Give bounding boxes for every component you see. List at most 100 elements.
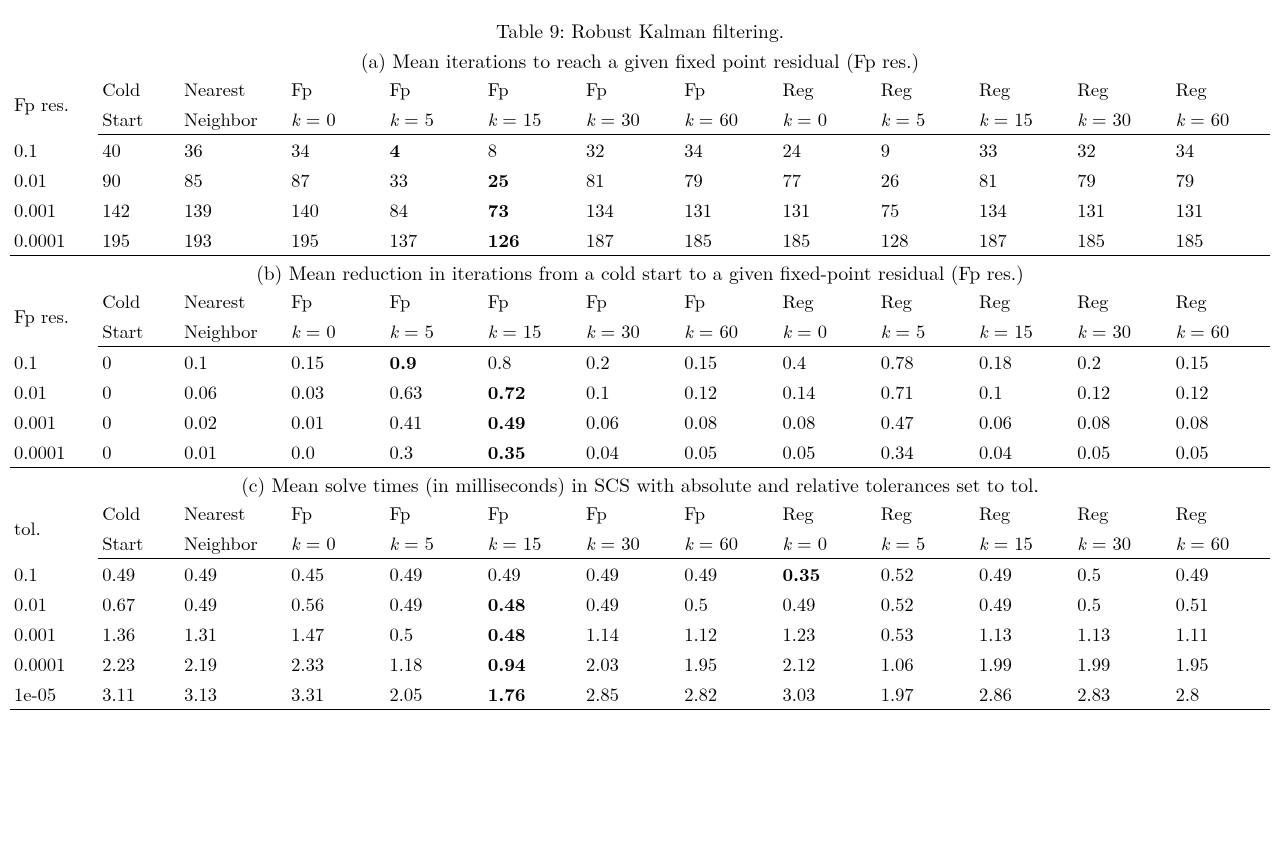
cell: 0.15 — [1172, 347, 1270, 378]
col-header: k = 5 — [385, 316, 483, 347]
cell: 0.78 — [877, 347, 975, 378]
cell: 0.06 — [582, 407, 680, 437]
cell: 0.49 — [975, 559, 1073, 590]
cell: 185 — [680, 225, 778, 256]
cell: 0.56 — [287, 589, 385, 619]
cell: 2.83 — [1073, 679, 1171, 710]
cell: 36 — [180, 135, 287, 166]
col-header: Start — [98, 528, 180, 559]
cell: 1.95 — [1172, 649, 1270, 679]
col-header: Reg — [779, 74, 877, 104]
cell: 0.3 — [385, 437, 483, 468]
col-header: k = 30 — [1073, 104, 1171, 135]
cell: 40 — [98, 135, 180, 166]
cell: 0.5 — [680, 589, 778, 619]
col-header: Fp — [484, 286, 582, 316]
cell: 75 — [877, 195, 975, 225]
cell: 33 — [385, 165, 483, 195]
col-header: Neighbor — [180, 528, 287, 559]
cell: 0.08 — [1172, 407, 1270, 437]
cell: 9 — [877, 135, 975, 166]
cell: 1.18 — [385, 649, 483, 679]
cell: 81 — [582, 165, 680, 195]
cell: 0.63 — [385, 377, 483, 407]
cell: 187 — [975, 225, 1073, 256]
subtable-c-body: 0.10.490.490.450.490.490.490.490.350.520… — [10, 559, 1270, 710]
cell: 0.48 — [484, 589, 582, 619]
col-header: Fp — [582, 74, 680, 104]
col-header: Cold — [98, 286, 180, 316]
col-header: Fp res. — [10, 286, 98, 347]
cell: 3.31 — [287, 679, 385, 710]
cell: 87 — [287, 165, 385, 195]
col-header: Fp — [484, 74, 582, 104]
subtable-b: Fp res. Cold Nearest Fp Fp Fp Fp Fp Reg … — [10, 286, 1270, 468]
cell: 1.13 — [1073, 619, 1171, 649]
col-header: k = 15 — [975, 104, 1073, 135]
col-header: Reg — [975, 498, 1073, 528]
cell: 1.23 — [779, 619, 877, 649]
row-label: 0.1 — [10, 559, 98, 590]
cell: 1.95 — [680, 649, 778, 679]
cell: 2.12 — [779, 649, 877, 679]
cell: 0.02 — [180, 407, 287, 437]
cell: 1.47 — [287, 619, 385, 649]
col-header: k = 5 — [877, 316, 975, 347]
col-header: Start — [98, 104, 180, 135]
table-row: 0.00012.232.192.331.180.942.031.952.121.… — [10, 649, 1270, 679]
col-header: k = 15 — [484, 528, 582, 559]
table-row: 0.10.490.490.450.490.490.490.490.350.520… — [10, 559, 1270, 590]
row-label: 0.001 — [10, 195, 98, 225]
cell: 0.49 — [582, 589, 680, 619]
cell: 77 — [779, 165, 877, 195]
col-header: Fp — [287, 286, 385, 316]
col-header: Fp — [385, 498, 483, 528]
col-header: Nearest — [180, 498, 287, 528]
cell: 0 — [98, 377, 180, 407]
cell: 0.49 — [1172, 559, 1270, 590]
col-header: Reg — [877, 498, 975, 528]
col-header: Fp — [287, 498, 385, 528]
cell: 195 — [287, 225, 385, 256]
cell: 0.14 — [779, 377, 877, 407]
col-header: k = 30 — [582, 104, 680, 135]
cell: 187 — [582, 225, 680, 256]
col-header: k = 60 — [680, 528, 778, 559]
cell: 140 — [287, 195, 385, 225]
cell: 0.0 — [287, 437, 385, 468]
cell: 2.85 — [582, 679, 680, 710]
table-row: 0.0100.060.030.630.720.10.120.140.710.10… — [10, 377, 1270, 407]
col-header: Nearest — [180, 286, 287, 316]
cell: 0.12 — [680, 377, 778, 407]
cell: 0.01 — [287, 407, 385, 437]
col-header: k = 30 — [582, 316, 680, 347]
col-header: k = 0 — [779, 316, 877, 347]
cell: 0.5 — [1073, 589, 1171, 619]
cell: 3.03 — [779, 679, 877, 710]
cell: 0.15 — [287, 347, 385, 378]
col-header: k = 15 — [484, 316, 582, 347]
cell: 1.11 — [1172, 619, 1270, 649]
col-header: Fp — [680, 286, 778, 316]
col-header: k = 60 — [1172, 316, 1270, 347]
row-label: 0.01 — [10, 589, 98, 619]
cell: 0.05 — [1172, 437, 1270, 468]
col-header: Reg — [877, 286, 975, 316]
subtable-a: Fp res. Cold Nearest Fp Fp Fp Fp Fp Reg … — [10, 74, 1270, 256]
cell: 0.06 — [180, 377, 287, 407]
row-label: 1e-05 — [10, 679, 98, 710]
cell: 0.04 — [582, 437, 680, 468]
cell: 134 — [582, 195, 680, 225]
col-header: Fp — [582, 498, 680, 528]
col-header: k = 5 — [385, 528, 483, 559]
cell: 131 — [1172, 195, 1270, 225]
cell: 2.05 — [385, 679, 483, 710]
cell: 0.15 — [680, 347, 778, 378]
cell: 0.5 — [1073, 559, 1171, 590]
cell: 1.76 — [484, 679, 582, 710]
cell: 1.13 — [975, 619, 1073, 649]
subtable-a-body: 0.14036344832342493332340.01908587332581… — [10, 135, 1270, 256]
col-header: Fp res. — [10, 74, 98, 135]
row-label: 0.01 — [10, 165, 98, 195]
cell: 2.8 — [1172, 679, 1270, 710]
